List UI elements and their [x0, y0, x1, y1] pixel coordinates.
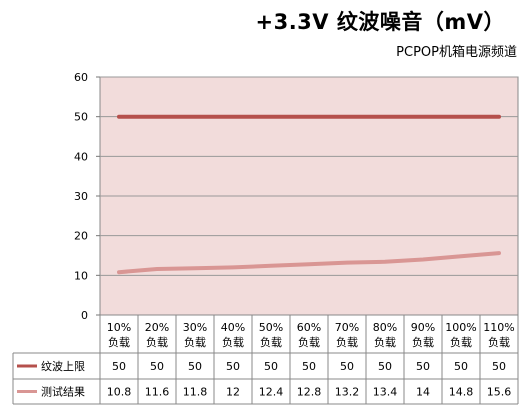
table-value: 13.4 — [373, 386, 398, 399]
data-point — [155, 115, 159, 119]
y-axis: 0 10 20 30 40 50 60 — [74, 71, 100, 322]
y-tick-label: 0 — [81, 309, 88, 322]
table-value: 50 — [454, 360, 468, 373]
x-category-label: 80% — [373, 321, 397, 334]
data-point — [497, 251, 501, 255]
table-value: 15.6 — [487, 386, 512, 399]
x-category-label: 负载 — [412, 335, 434, 349]
x-category-label: 60% — [297, 321, 321, 334]
y-tick-label: 30 — [74, 190, 88, 203]
data-point — [193, 266, 197, 270]
table-value: 11.8 — [183, 386, 208, 399]
x-category-label: 110% — [483, 321, 514, 334]
x-category-label: 负载 — [108, 335, 130, 349]
y-tick-label: 10 — [74, 269, 88, 282]
y-tick-label: 50 — [74, 111, 88, 124]
chart-title: +3.3V 纹波噪音（mV） — [255, 10, 505, 34]
data-point — [459, 115, 463, 119]
x-category-label: 10% — [107, 321, 131, 334]
table-value: 50 — [264, 360, 278, 373]
table-value: 50 — [340, 360, 354, 373]
table-value: 14 — [416, 386, 430, 399]
table-value: 12.8 — [297, 386, 322, 399]
x-category-label: 50% — [259, 321, 283, 334]
data-point — [383, 260, 387, 264]
table-value: 14.8 — [449, 386, 474, 399]
x-category-label: 70% — [335, 321, 359, 334]
table-value: 50 — [416, 360, 430, 373]
x-category-label: 负载 — [450, 335, 472, 349]
table-value: 12.4 — [259, 386, 284, 399]
series-lines — [117, 114, 501, 275]
data-table: 10%负载20%负载30%负载40%负载50%负载60%负载70%负载80%负载… — [12, 315, 519, 405]
x-category-label: 负载 — [146, 335, 168, 349]
table-value: 50 — [112, 360, 126, 373]
data-point — [117, 115, 121, 119]
x-category-label: 40% — [221, 321, 245, 334]
table-value: 50 — [150, 360, 164, 373]
data-point — [421, 115, 425, 119]
data-point — [231, 115, 235, 119]
data-point — [383, 115, 387, 119]
data-point — [345, 261, 349, 265]
data-point — [155, 267, 159, 271]
x-category-label: 负载 — [298, 335, 320, 349]
table-value: 50 — [188, 360, 202, 373]
x-category-label: 100% — [445, 321, 476, 334]
data-point — [497, 115, 501, 119]
x-category-label: 90% — [411, 321, 435, 334]
data-point — [345, 115, 349, 119]
x-category-label: 30% — [183, 321, 207, 334]
data-point — [269, 264, 273, 268]
legend-label: 纹波上限 — [41, 359, 85, 373]
x-category-label: 负载 — [260, 335, 282, 349]
x-category-label: 负载 — [222, 335, 244, 349]
x-category-label: 负载 — [184, 335, 206, 349]
x-category-label: 负载 — [336, 335, 358, 349]
table-value: 50 — [492, 360, 506, 373]
x-category-label: 负载 — [488, 335, 510, 349]
data-point — [193, 115, 197, 119]
y-tick-label: 40 — [74, 150, 88, 163]
table-value: 50 — [226, 360, 240, 373]
table-value: 50 — [302, 360, 316, 373]
data-point — [421, 257, 425, 262]
table-value: 12 — [226, 386, 240, 399]
chart-subtitle: PCPOP机箱电源频道 — [396, 45, 517, 60]
data-point — [269, 115, 273, 119]
legend-label: 测试结果 — [41, 386, 85, 399]
data-point — [459, 254, 463, 258]
data-point — [231, 265, 235, 269]
data-point — [307, 115, 311, 119]
x-category-label: 20% — [145, 321, 169, 334]
data-point — [117, 270, 121, 274]
table-value: 50 — [378, 360, 392, 373]
table-value: 11.6 — [145, 386, 170, 399]
y-tick-label: 60 — [74, 71, 88, 84]
x-category-label: 负载 — [374, 335, 396, 349]
table-value: 10.8 — [107, 386, 132, 399]
y-tick-label: 20 — [74, 230, 88, 243]
data-point — [307, 262, 311, 266]
table-value: 13.2 — [335, 386, 360, 399]
